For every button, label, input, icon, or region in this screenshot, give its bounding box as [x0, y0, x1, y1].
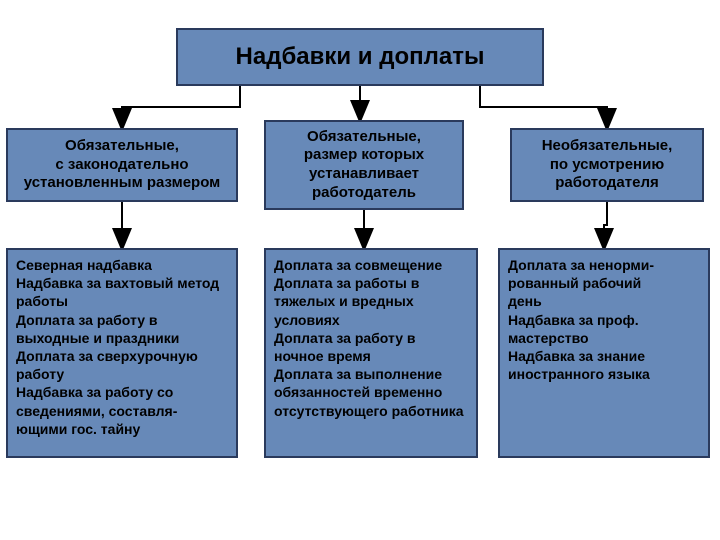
category-label-1: Обязательные, с законодательно установле…: [24, 137, 221, 193]
category-node-3: Необязательные, по усмотрению работодате…: [510, 128, 704, 202]
category-node-2: Обязательные, размер которых устанавлива…: [264, 120, 464, 210]
list-label-1: Северная надбавка Надбавка за вахтовый м…: [16, 256, 228, 438]
category-node-1: Обязательные, с законодательно установле…: [6, 128, 238, 202]
list-label-3: Доплата за ненорми- рованный рабочий ден…: [508, 256, 700, 383]
list-label-2: Доплата за совмещение Доплата за работы …: [274, 256, 468, 420]
edge: [604, 202, 607, 248]
edge: [122, 86, 240, 128]
list-node-1: Северная надбавка Надбавка за вахтовый м…: [6, 248, 238, 458]
category-label-3: Необязательные, по усмотрению работодате…: [542, 137, 673, 193]
root-node: Надбавки и доплаты: [176, 28, 544, 86]
root-label: Надбавки и доплаты: [236, 43, 485, 71]
category-label-2: Обязательные, размер которых устанавлива…: [304, 128, 424, 203]
edge: [480, 86, 607, 128]
list-node-3: Доплата за ненорми- рованный рабочий ден…: [498, 248, 710, 458]
list-node-2: Доплата за совмещение Доплата за работы …: [264, 248, 478, 458]
